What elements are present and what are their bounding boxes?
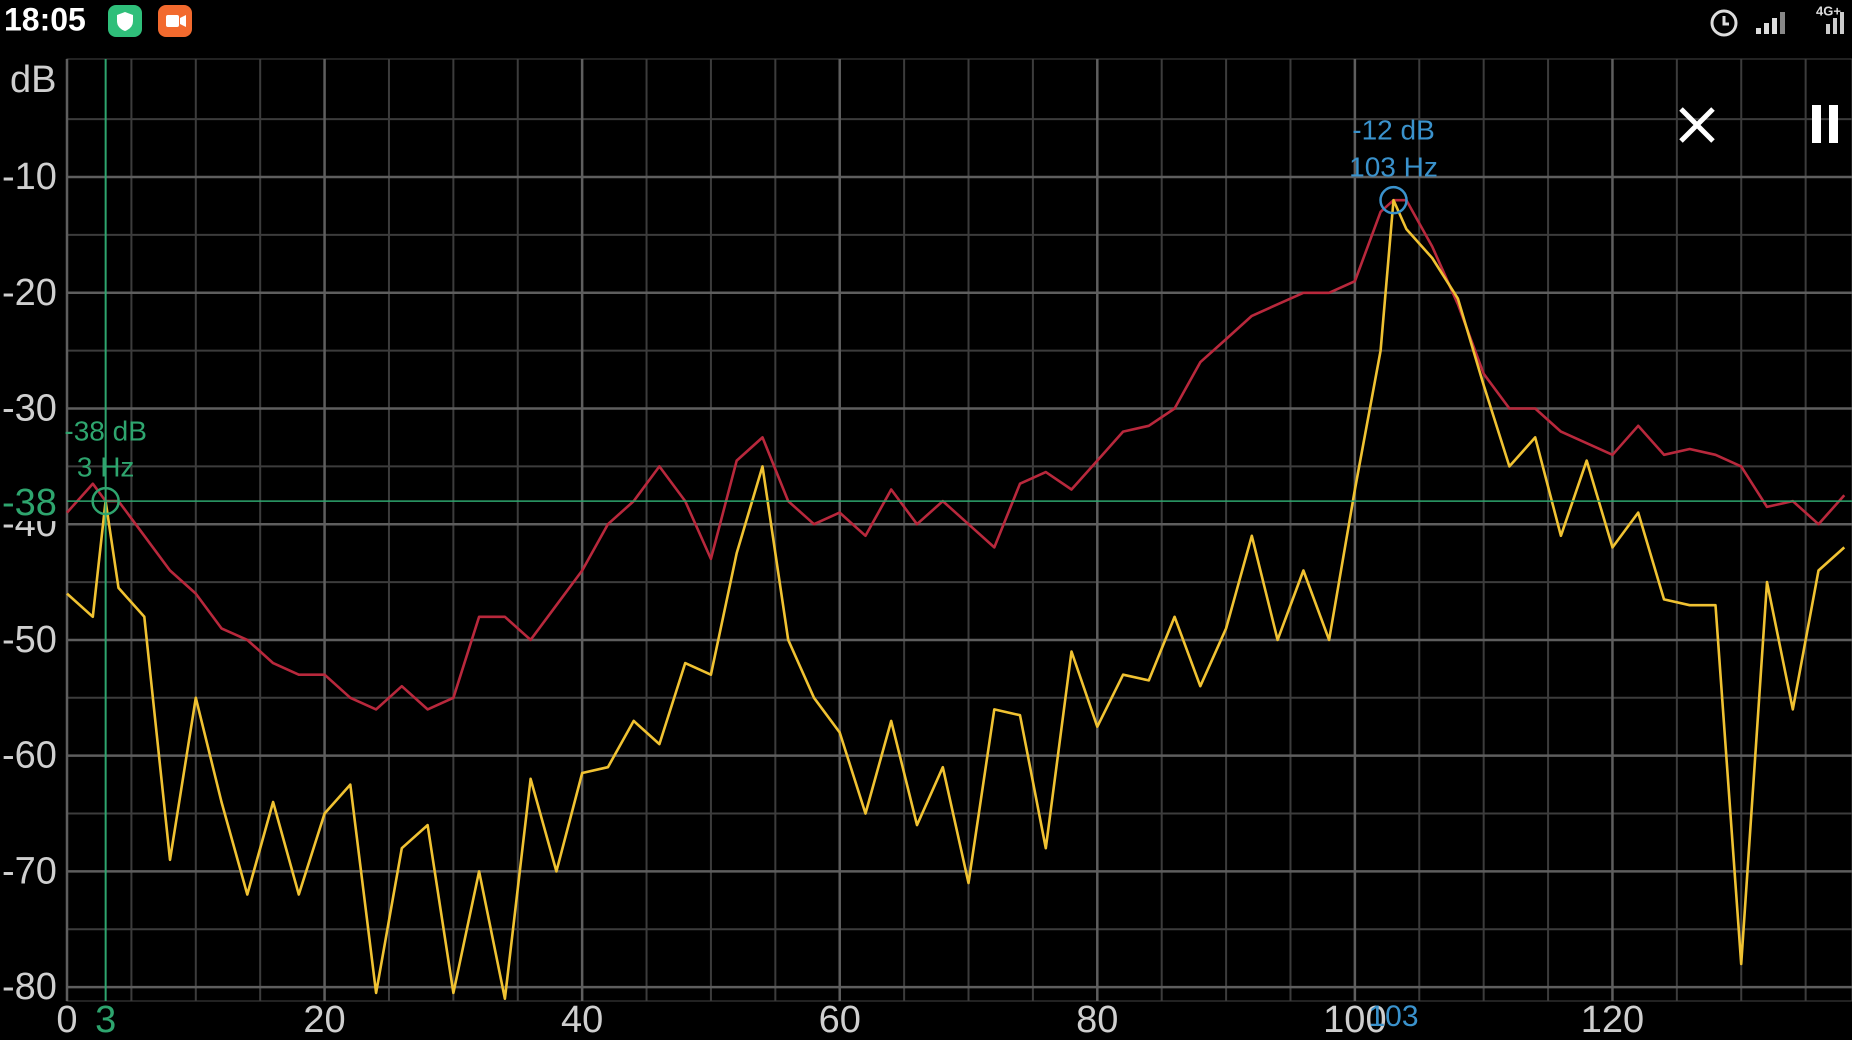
cursor-y-label: -38 bbox=[2, 482, 57, 524]
y-tick-label: -80 bbox=[2, 966, 57, 1008]
x-tick-label: 80 bbox=[1076, 999, 1118, 1040]
y-tick-label: -30 bbox=[2, 388, 57, 430]
x-tick-label: 60 bbox=[819, 999, 861, 1040]
peak-marker bbox=[1379, 185, 1408, 215]
plot bbox=[66, 59, 1852, 1001]
cursor-marker bbox=[91, 486, 120, 516]
peak-x-label: 103 bbox=[1368, 1000, 1418, 1033]
clock: 18:05 bbox=[4, 1, 86, 37]
labels: 0 20 40 60 80 100 120-10-20-30-40-50-60-70-80d… bbox=[0, 59, 1644, 1040]
spectrum-line bbox=[66, 198, 1846, 1000]
alarm-icon bbox=[1722, 16, 1729, 26]
peak-freq-label: 103 Hz bbox=[1349, 152, 1438, 183]
cursor-x-label: 3 bbox=[95, 999, 116, 1040]
status-bar bbox=[0, 0, 1852, 56]
y-tick-label: -50 bbox=[2, 619, 57, 661]
grid bbox=[65, 58, 1852, 1002]
cursor-axis-bg bbox=[0, 483, 58, 522]
cursor-freq-label: 3 Hz bbox=[77, 451, 135, 482]
x-tick-label: 120 bbox=[1581, 999, 1644, 1040]
close-button[interactable] bbox=[1670, 100, 1725, 155]
camera-icon bbox=[180, 15, 186, 27]
signal-icon bbox=[1826, 12, 1844, 34]
y-axis-label: dB bbox=[10, 59, 56, 101]
pause-button[interactable] bbox=[1812, 105, 1838, 143]
peak-db-label: -12 dB bbox=[1352, 115, 1435, 146]
signal-icon bbox=[1756, 12, 1785, 34]
cursor-db-label: -38 dB bbox=[64, 415, 147, 446]
x-tick-label: 40 bbox=[561, 999, 603, 1040]
y-tick-label: -70 bbox=[2, 850, 57, 892]
x-tick-label: 100 bbox=[1323, 999, 1386, 1040]
network-type: 4G+ bbox=[1816, 3, 1841, 18]
shield-icon bbox=[117, 12, 133, 31]
x-tick-label: 20 bbox=[303, 999, 345, 1040]
y-tick-label: -20 bbox=[2, 272, 57, 314]
camera-icon bbox=[166, 15, 179, 27]
y-tick-label: -60 bbox=[2, 735, 57, 777]
x-tick-label: 0 bbox=[56, 999, 77, 1040]
alarm-icon bbox=[1710, 9, 1738, 37]
y-tick-label: -10 bbox=[2, 156, 57, 198]
plot-area bbox=[66, 58, 1852, 1002]
spectrum-line bbox=[66, 198, 1846, 711]
